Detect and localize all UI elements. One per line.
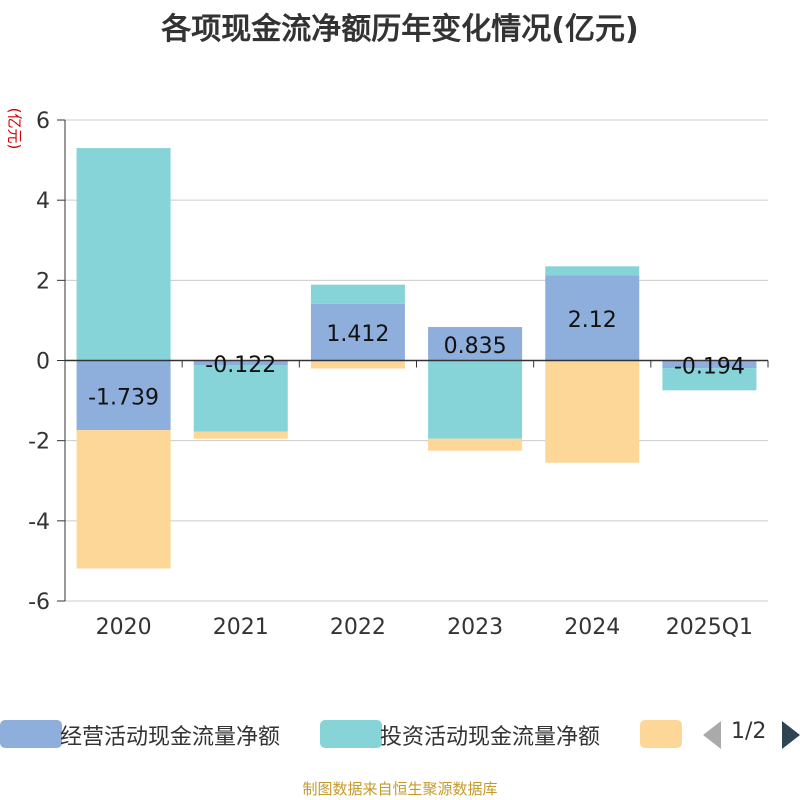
data-label-2022: 1.412 xyxy=(326,322,389,347)
bar-investing-2022 xyxy=(310,284,405,304)
x-tick-label-2022: 2022 xyxy=(330,615,386,640)
data-label-2024: 2.12 xyxy=(568,308,617,333)
data-label-2021: -0.122 xyxy=(205,353,276,378)
bar-operating-2025Q1 xyxy=(662,360,757,369)
bar-operating-2024 xyxy=(545,275,640,361)
legend-label-operating: 经营活动现金流量净额 xyxy=(60,725,281,750)
bar-financing-2020 xyxy=(76,430,171,569)
data-label-2020: -1.739 xyxy=(88,385,159,410)
x-tick-label-2025Q1: 2025Q1 xyxy=(666,615,753,640)
bar-operating-2022 xyxy=(310,303,405,361)
bar-investing-2024 xyxy=(545,266,640,276)
bar-investing-2025Q1 xyxy=(662,368,757,391)
bar-financing-2023 xyxy=(428,438,523,451)
x-tick-label-2021: 2021 xyxy=(213,615,269,640)
bar-investing-2020 xyxy=(76,148,171,361)
legend-swatch-operating xyxy=(0,720,62,748)
legend: 经营活动现金流量净额 投资活动现金流量净额 xyxy=(0,716,800,756)
bar-financing-2022 xyxy=(310,360,405,369)
y-tick-label-2: 2 xyxy=(36,269,50,294)
bar-operating-2021 xyxy=(193,360,288,366)
legend-pager-text: 1/2 xyxy=(731,719,767,744)
bar-investing-2023 xyxy=(428,360,523,439)
source-note: 制图数据来自恒生聚源数据库 xyxy=(302,780,498,798)
y-tick-label-6: 6 xyxy=(36,109,50,134)
x-tick-label-2023: 2023 xyxy=(447,615,503,640)
y-tick-label--4: -4 xyxy=(28,510,50,535)
chart-title: 各项现金流净额历年变化情况(亿元) xyxy=(161,12,639,47)
bar-operating-2020 xyxy=(76,360,171,431)
bar-operating-2023 xyxy=(428,327,523,361)
data-label-2023: 0.835 xyxy=(444,334,507,359)
y-tick-label-0: 0 xyxy=(36,350,50,375)
bar-investing-2021 xyxy=(193,365,288,432)
legend-pager-next-icon[interactable] xyxy=(780,720,800,750)
x-tick-label-2020: 2020 xyxy=(96,615,152,640)
legend-swatch-investing xyxy=(320,720,382,748)
y-tick-label--2: -2 xyxy=(28,430,50,455)
legend-pager-prev-icon[interactable] xyxy=(701,720,723,750)
y-tick-label--6: -6 xyxy=(28,590,50,615)
bar-financing-2021 xyxy=(193,431,288,439)
bar-financing-2024 xyxy=(545,360,640,463)
legend-label-investing: 投资活动现金流量净额 xyxy=(380,725,601,750)
x-tick-label-2024: 2024 xyxy=(564,615,620,640)
data-label-2025Q1: -0.194 xyxy=(674,354,745,379)
legend-swatch-financing xyxy=(640,720,682,748)
y-tick-label-4: 4 xyxy=(36,189,50,214)
